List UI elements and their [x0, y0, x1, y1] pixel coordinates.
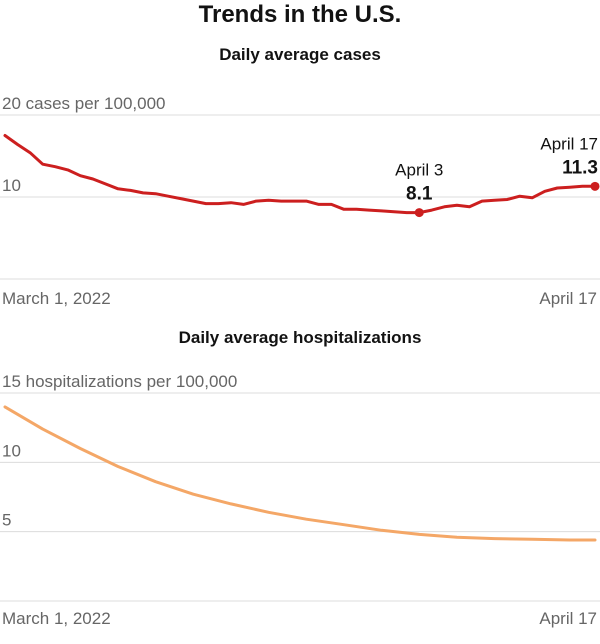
series-line — [3, 405, 597, 542]
annotation-value-label: 11.3 — [562, 157, 598, 178]
x-tick-label-start: March 1, 2022 — [2, 289, 111, 308]
y-tick-label: 10 — [2, 441, 21, 460]
y-tick-label: 5 — [2, 511, 11, 530]
hospitalizations-chart-title: Daily average hospitalizations — [178, 328, 422, 347]
x-tick-label-start: March 1, 2022 — [2, 609, 111, 628]
annotation-point — [590, 181, 600, 191]
x-tick-label-end: April 17 — [539, 289, 597, 308]
y-tick-label: 10 — [2, 176, 21, 195]
cases-chart: 10 20 cases per 100,000 March 1, 2022 April… — [0, 94, 600, 308]
annotation-date-label: April 17 — [540, 134, 598, 153]
y-tick-label: 20 cases per 100,000 — [2, 94, 166, 113]
cases-chart-title: Daily average cases — [219, 45, 381, 64]
hospitalizations-chart: 5 10 15 hospitalizations per 100,000 March … — [0, 372, 600, 628]
annotation-point — [414, 208, 424, 218]
x-tick-label-end: April 17 — [539, 609, 597, 628]
annotation-date-label: April 3 — [395, 161, 443, 180]
y-tick-label: 15 hospitalizations per 100,000 — [2, 372, 237, 391]
chart-title: Trends in the U.S. — [198, 1, 402, 28]
annotation-value-label: 8.1 — [406, 184, 433, 205]
series-line — [3, 134, 597, 215]
